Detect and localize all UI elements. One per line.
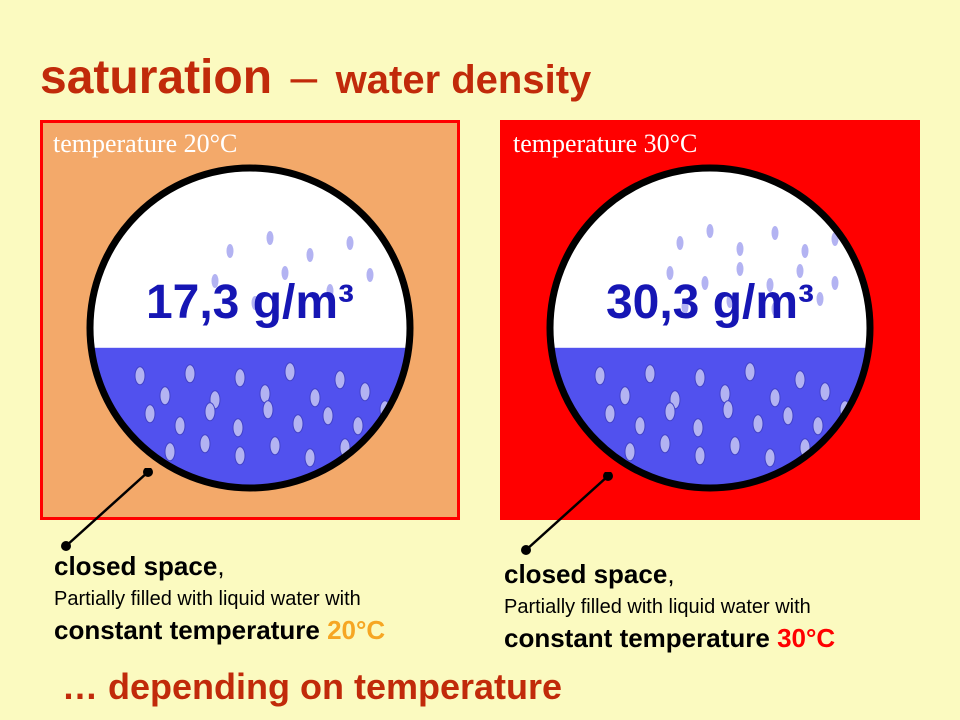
footer-text: … depending on temperature — [62, 666, 562, 708]
page-title: saturation – water density — [40, 50, 591, 105]
annot-left-line2: Partially filled with liquid water with — [54, 587, 494, 612]
svg-text:17,3 g/m³: 17,3 g/m³ — [146, 276, 354, 329]
svg-text:30,3 g/m³: 30,3 g/m³ — [606, 276, 814, 329]
title-main: saturation — [40, 51, 272, 104]
annot-left-closed: closed space — [54, 551, 217, 581]
title-dash: – — [276, 51, 331, 104]
sphere-20c: 17,3 g/m³ — [85, 163, 415, 493]
annot-right-closed: closed space — [504, 559, 667, 589]
sphere-30c: 30,3 g/m³ — [545, 163, 875, 493]
annot-right-line2: Partially filled with liquid water with — [504, 595, 944, 620]
annot-right-comma: , — [667, 559, 674, 589]
panel-30c: temperature 30°C 30,3 g/m³ — [500, 120, 920, 520]
annot-left-temp: 20°C — [327, 615, 385, 645]
panel-20c: temperature 20°C 17,3 g/m³ — [40, 120, 460, 520]
annot-left-const: constant temperature — [54, 615, 327, 645]
temp-label-20c: temperature 20°C — [53, 129, 237, 159]
title-sub: water density — [336, 58, 592, 102]
annotation-30c: closed space, Partially filled with liqu… — [504, 558, 944, 654]
temp-label-30c: temperature 30°C — [513, 129, 697, 159]
annot-right-const: constant temperature — [504, 623, 777, 653]
page: saturation – water density temperature 2… — [0, 0, 960, 720]
annot-right-temp: 30°C — [777, 623, 835, 653]
annotation-20c: closed space, Partially filled with liqu… — [54, 550, 494, 646]
annot-left-comma: , — [217, 551, 224, 581]
